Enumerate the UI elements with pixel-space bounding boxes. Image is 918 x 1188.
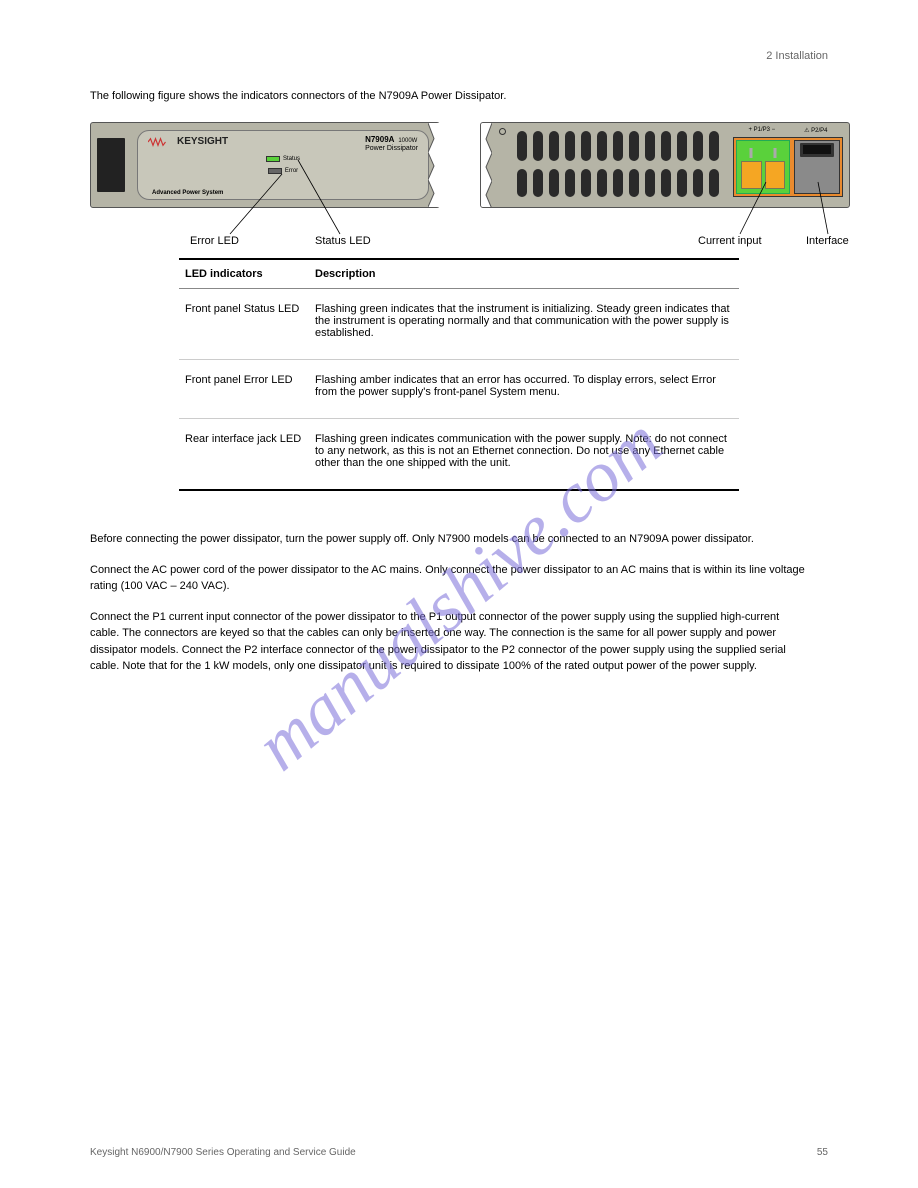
body-paragraph: Connect the AC power cord of the power d… — [90, 562, 810, 595]
led-indicators-table: LED indicators Description Front panel S… — [179, 258, 739, 491]
intro-text: The following figure shows the indicator… — [90, 90, 828, 102]
callout-interface: Interface — [806, 235, 849, 247]
error-led-icon — [268, 168, 282, 174]
callout-current-input: Current input — [698, 235, 762, 247]
page-footer: Keysight N6900/N7900 Series Operating an… — [90, 1147, 828, 1158]
brand-logo: KEYSIGHT — [148, 136, 228, 147]
callout-error-led: Error LED — [190, 235, 239, 247]
footer-title: Keysight N6900/N7900 Series Operating an… — [90, 1147, 356, 1158]
status-led-icon — [266, 156, 280, 162]
interface-connector — [794, 140, 840, 194]
callout-status-led: Status LED — [315, 235, 371, 247]
header-breadcrumb: 2 Installation — [766, 50, 828, 62]
table-row: Front panel Status LED Flashing green in… — [179, 289, 739, 360]
body-paragraph: Before connecting the power dissipator, … — [90, 531, 810, 548]
rear-panel: + P1/P3 − ⚠ P2/P4 — [480, 122, 850, 208]
footer-page-number: 55 — [817, 1147, 828, 1158]
rear-connector-block: + P1/P3 − ⚠ P2/P4 — [733, 137, 843, 197]
body-paragraph: Connect the P1 current input connector o… — [90, 609, 810, 675]
device-diagram: KEYSIGHT N7909A 1000W Power Dissipator S… — [90, 122, 828, 208]
front-panel: KEYSIGHT N7909A 1000W Power Dissipator S… — [90, 122, 440, 208]
table-row: Front panel Error LED Flashing amber ind… — [179, 360, 739, 419]
table-header-desc: Description — [309, 259, 739, 289]
current-input-connector — [736, 140, 790, 194]
table-header-led: LED indicators — [179, 259, 309, 289]
table-row: Rear interface jack LED Flashing green i… — [179, 419, 739, 491]
